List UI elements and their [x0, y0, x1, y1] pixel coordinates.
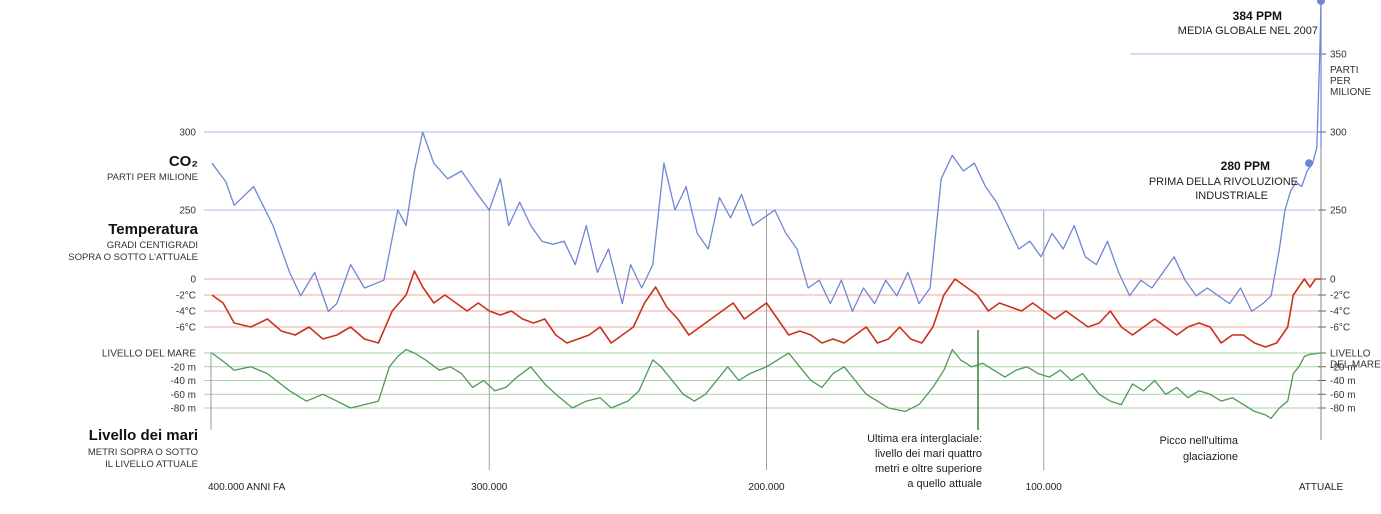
temperature-title: Temperatura [108, 221, 198, 238]
co2-right-tick-2: 250 [1330, 206, 1347, 217]
sea_level-left-tick-1: -20 m [170, 362, 196, 373]
co2-series-line [211, 0, 1322, 313]
sea_level-left-tick-4: -80 m [170, 404, 196, 415]
sea_level-right-tick-5: -80 m [1330, 404, 1356, 415]
x-tick-0: 400.000 ANNI FA [208, 482, 286, 493]
temperature-series-line [211, 270, 1321, 348]
temperature-right-tick-1: -2°C [1330, 291, 1350, 302]
annotation-384-text: MEDIA GLOBALE NEL 2007 [1178, 25, 1318, 37]
temperature-left-tick-2: -4°C [176, 307, 196, 318]
co2-subtitle: PARTI PER MILIONE [107, 172, 198, 183]
annotation-glacial-1: Picco nell'ultima [1159, 435, 1238, 447]
co2-right-unit-3: MILIONE [1330, 87, 1371, 98]
co2-left-tick-1: 250 [179, 206, 196, 217]
sea_level-right-tick-0: LIVELLO [1330, 349, 1371, 360]
co2-384-marker [1317, 0, 1325, 5]
sea_level-left-tick-3: -60 m [170, 390, 196, 401]
annotation-280-text-2: INDUSTRIALE [1195, 190, 1268, 202]
co2-right-tick-1: 300 [1330, 128, 1347, 139]
grid-lines [204, 16, 1326, 470]
sea_level-right-tick-2: -20 m [1330, 362, 1356, 373]
x-tick-2: 200.000 [748, 482, 785, 493]
temperature-right-tick-2: -4°C [1330, 307, 1350, 318]
temperature-left-tick-0: 0 [190, 275, 196, 286]
x-tick-3: 100.000 [1026, 482, 1063, 493]
annotation-384-bold: 384 PPM [1233, 9, 1282, 23]
co2-280-marker [1305, 159, 1313, 168]
sea-level-subtitle-1: METRI SOPRA O SOTTO [88, 447, 198, 458]
co2-right-tick-0: 350 [1330, 50, 1347, 61]
temperature-left-tick-1: -2°C [176, 291, 196, 302]
sea_level-series-line [211, 348, 1322, 419]
annotation-280-bold: 280 PPM [1221, 159, 1270, 173]
annotation-interglacial-4: a quello attuale [907, 478, 982, 490]
sea_level-right-tick-1: DEL MARE [1330, 360, 1381, 371]
series-lines [211, 0, 1322, 419]
sea-level-title: Livello dei mari [89, 427, 198, 444]
annotation-interglacial-1: Ultima era interglaciale: [867, 433, 982, 445]
co2-title: CO₂ [169, 153, 198, 170]
temperature-right-tick-0: 0 [1330, 275, 1336, 286]
temperature-left-tick-3: -6°C [176, 323, 196, 334]
sea-level-subtitle-2: IL LIVELLO ATTUALE [105, 459, 198, 470]
annotation-glacial-2: glaciazione [1183, 451, 1238, 463]
annotation-interglacial-3: metri e oltre superiore [875, 463, 982, 475]
co2-left-tick-0: 300 [179, 128, 196, 139]
annotation-280-text-1: PRIMA DELLA RIVOLUZIONE [1149, 176, 1298, 188]
temperature-subtitle-2: SOPRA O SOTTO L'ATTUALE [68, 252, 198, 263]
tick-labels: 300 250 350 300 250 0 -2°C -4°C -6°C 0 -2°C -4°C -6°… [102, 50, 1381, 494]
sea_level-right-tick-4: -60 m [1330, 390, 1356, 401]
temperature-right-tick-3: -6°C [1330, 323, 1350, 334]
x-tick-4: ATTUALE [1299, 482, 1344, 493]
co2-right-unit-1: PARTI [1330, 65, 1359, 76]
sea_level-left-tick-0: LIVELLO DEL MARE [102, 349, 196, 360]
sea_level-right-tick-3: -40 m [1330, 376, 1356, 387]
sea_level-left-tick-2: -40 m [170, 376, 196, 387]
temperature-subtitle-1: GRADI CENTIGRADI [107, 240, 198, 251]
x-tick-1: 300.000 [471, 482, 508, 493]
annotation-interglacial-2: livello dei mari quattro [875, 448, 982, 460]
co2-right-unit-2: PER [1330, 76, 1351, 87]
